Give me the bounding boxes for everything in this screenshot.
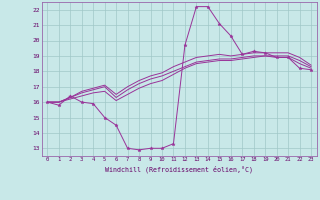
X-axis label: Windchill (Refroidissement éolien,°C): Windchill (Refroidissement éolien,°C)	[105, 165, 253, 173]
